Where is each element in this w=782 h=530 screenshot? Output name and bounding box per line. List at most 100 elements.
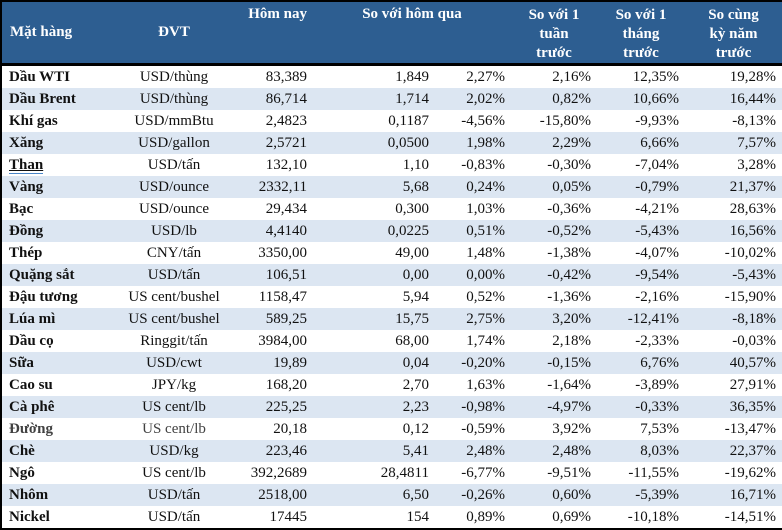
header-vs-yesterday: So với hôm qua [313, 1, 511, 66]
commodity-unit: USD/gallon [138, 135, 210, 151]
pct-vs-yesterday: 0,00% [466, 267, 505, 283]
price-today: 29,434 [265, 201, 307, 217]
table-row: Cao su JPY/kg 168,20 2,70 1,63% -1,64% -… [1, 374, 782, 396]
price-today: 223,46 [265, 443, 307, 459]
change-vs-yesterday: 2,70 [402, 377, 429, 393]
change-vs-yesterday: 1,714 [395, 91, 429, 107]
change-vs-yesterday: 5,41 [402, 443, 429, 459]
pct-vs-week: 0,05% [552, 179, 591, 195]
pct-vs-week: 0,69% [552, 509, 591, 525]
pct-vs-year: -8,13% [732, 113, 776, 129]
table-row: Đường US cent/lb 20,18 0,12 -0,59% 3,92%… [1, 418, 782, 440]
pct-vs-year: -10,02% [724, 245, 776, 261]
pct-vs-week: -1,36% [547, 289, 591, 305]
change-vs-yesterday: 5,68 [402, 179, 429, 195]
pct-vs-week: -0,36% [547, 201, 591, 217]
price-today: 2,4823 [265, 113, 307, 129]
commodity-name: Thép [9, 245, 43, 261]
price-today: 2332,11 [258, 179, 307, 195]
commodity-unit: US cent/lb [142, 421, 206, 437]
commodity-unit: USD/tấn [147, 509, 201, 525]
table-row: Thép CNY/tấn 3350,00 49,00 1,48% -1,38% … [1, 242, 782, 264]
commodity-unit: USD/mmBtu [134, 113, 214, 129]
price-today: 20,18 [273, 421, 307, 437]
change-vs-yesterday: 0,12 [402, 421, 429, 437]
price-today: 225,25 [265, 399, 307, 415]
pct-vs-week: -4,97% [547, 399, 591, 415]
pct-vs-week: -0,30% [547, 157, 591, 173]
commodity-unit: USD/ounce [139, 179, 209, 195]
change-vs-yesterday: 5,94 [402, 289, 429, 305]
pct-vs-yesterday: 2,48% [466, 443, 505, 459]
pct-vs-year: 16,56% [729, 223, 776, 239]
price-today: 3984,00 [258, 333, 307, 349]
pct-vs-yesterday: 0,52% [466, 289, 505, 305]
commodity-link[interactable]: Than [9, 157, 44, 174]
pct-vs-week: 0,60% [552, 487, 591, 503]
table-row: Dầu WTI USD/thùng 83,389 1,849 2,27% 2,1… [1, 65, 782, 89]
pct-vs-year: 40,57% [729, 355, 776, 371]
change-vs-yesterday: 49,00 [395, 245, 429, 261]
pct-vs-yesterday: 0,51% [466, 223, 505, 239]
pct-vs-year: 21,37% [729, 179, 776, 195]
pct-vs-month: -5,43% [635, 223, 679, 239]
table-row: Ngô US cent/lb 392,2689 28,4811 -6,77% -… [1, 462, 782, 484]
price-today: 589,25 [265, 311, 307, 327]
pct-vs-year: 16,44% [729, 91, 776, 107]
pct-vs-yesterday: -0,59% [461, 421, 505, 437]
pct-vs-week: -15,80% [539, 113, 591, 129]
pct-vs-month: 8,03% [640, 443, 679, 459]
commodity-table-body: Dầu WTI USD/thùng 83,389 1,849 2,27% 2,1… [1, 65, 782, 530]
pct-vs-month: -10,18% [627, 509, 679, 525]
change-vs-yesterday: 6,50 [402, 487, 429, 503]
change-vs-yesterday: 0,0225 [387, 223, 429, 239]
price-today: 3350,00 [258, 245, 307, 261]
table-row: Đậu tương US cent/bushel 1158,47 5,94 0,… [1, 286, 782, 308]
pct-vs-month: -7,04% [635, 157, 679, 173]
header-today: Hôm nay [229, 1, 313, 66]
pct-vs-year: -8,18% [732, 311, 776, 327]
pct-vs-month: 6,76% [640, 355, 679, 371]
price-today: 132,10 [265, 157, 307, 173]
table-header-row: Mặt hàng ĐVT Hôm nay So với hôm qua So v… [1, 1, 782, 66]
change-vs-yesterday: 1,849 [395, 69, 429, 85]
pct-vs-week: 2,29% [552, 135, 591, 151]
table-row: Chè USD/kg 223,46 5,41 2,48% 2,48% 8,03%… [1, 440, 782, 462]
pct-vs-month: 7,53% [640, 421, 679, 437]
pct-vs-year: 3,28% [737, 157, 776, 173]
pct-vs-week: -0,15% [547, 355, 591, 371]
table-row: Lúa mì US cent/bushel 589,25 15,75 2,75%… [1, 308, 782, 330]
pct-vs-yesterday: 1,98% [466, 135, 505, 151]
pct-vs-yesterday: -6,77% [461, 465, 505, 481]
pct-vs-week: -1,38% [547, 245, 591, 261]
header-vs-week: So với 1 tuần trước [511, 1, 597, 66]
pct-vs-yesterday: 0,89% [466, 509, 505, 525]
pct-vs-week: 2,18% [552, 333, 591, 349]
price-today: 168,20 [265, 377, 307, 393]
pct-vs-week: -9,51% [547, 465, 591, 481]
pct-vs-month: -5,39% [635, 487, 679, 503]
pct-vs-week: -0,52% [547, 223, 591, 239]
pct-vs-week: 0,82% [552, 91, 591, 107]
table-row: Khí gas USD/mmBtu 2,4823 0,1187 -4,56% -… [1, 110, 782, 132]
commodity-unit: USD/thùng [139, 91, 209, 107]
commodity-unit: US cent/bushel [128, 289, 220, 305]
pct-vs-yesterday: 2,02% [466, 91, 505, 107]
table-row: Quặng sắt USD/tấn 106,51 0,00 0,00% -0,4… [1, 264, 782, 286]
price-today: 17445 [269, 509, 308, 525]
commodity-name: Nhôm [9, 487, 49, 503]
pct-vs-yesterday: -0,83% [461, 157, 505, 173]
commodity-name: Chè [9, 443, 35, 459]
commodity-unit: US cent/lb [142, 465, 206, 481]
commodity-name: Khí gas [9, 113, 58, 129]
pct-vs-month: -2,33% [635, 333, 679, 349]
pct-vs-year: 27,91% [729, 377, 776, 393]
pct-vs-yesterday: -0,26% [461, 487, 505, 503]
pct-vs-week: 3,20% [552, 311, 591, 327]
commodity-unit: USD/thùng [139, 69, 209, 85]
change-vs-yesterday: 28,4811 [380, 465, 429, 481]
pct-vs-month: 6,66% [640, 135, 679, 151]
commodity-name: Đồng [9, 223, 44, 239]
change-vs-yesterday: 0,00 [402, 267, 429, 283]
pct-vs-yesterday: -0,98% [461, 399, 505, 415]
